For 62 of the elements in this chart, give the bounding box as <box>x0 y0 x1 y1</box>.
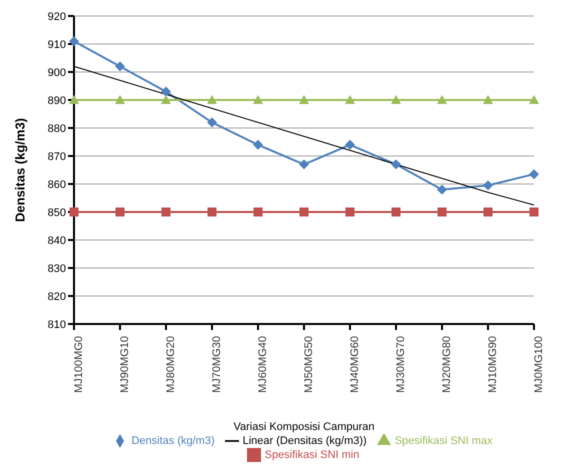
x-tick-label: MJ90MG10 <box>118 336 131 393</box>
x-tick-label: MJ20MG80 <box>440 336 453 393</box>
y-tick-label: 830 <box>48 262 66 275</box>
point <box>529 169 539 180</box>
point <box>299 95 309 104</box>
point <box>437 184 447 195</box>
point <box>116 208 124 216</box>
y-tick-label: 900 <box>48 66 66 79</box>
point <box>69 36 79 46</box>
legend-label: Densitas (kg/m3) <box>131 434 215 447</box>
point <box>115 61 125 72</box>
y-tick-label: 840 <box>48 234 66 247</box>
y-tick-label: 860 <box>48 178 66 191</box>
x-tick-label: MJ80MG20 <box>164 336 177 393</box>
point <box>391 95 401 104</box>
x-tick-label: MJ0MG100 <box>532 336 545 393</box>
x-tick-label: MJ30MG70 <box>394 336 407 393</box>
y-tick-label: 870 <box>48 150 66 163</box>
point <box>299 159 309 170</box>
point <box>161 86 171 97</box>
y-tick-label: 880 <box>48 122 66 135</box>
x-tick-label: MJ100MG0 <box>72 336 85 393</box>
x-tick-label: MJ40MG60 <box>348 336 361 393</box>
legend-label: Spesifikasi SNI min <box>264 448 360 461</box>
point <box>253 140 263 150</box>
point <box>530 208 538 216</box>
x-tick-label: MJ70MG30 <box>210 336 223 393</box>
point <box>438 208 446 216</box>
point <box>115 95 125 104</box>
point <box>162 208 170 216</box>
point <box>208 208 216 216</box>
x-tick-label: MJ10MG90 <box>486 336 499 393</box>
x-axis-title: Variasi Komposisi Campuran <box>233 421 375 433</box>
y-tick-label: 910 <box>48 38 66 51</box>
y-tick-label: 920 <box>48 10 66 23</box>
y-tick-label: 810 <box>48 318 66 331</box>
legend-label: Linear (Densitas (kg/m3)) <box>242 434 367 447</box>
y-tick-label: 820 <box>48 290 66 303</box>
point <box>529 95 539 104</box>
x-tick-label: MJ60MG40 <box>256 336 269 393</box>
point <box>483 95 493 104</box>
point <box>300 208 308 216</box>
point <box>391 159 401 170</box>
legend-label: Spesifikasi SNI max <box>394 434 493 447</box>
point <box>254 208 262 216</box>
point <box>345 95 355 104</box>
point <box>484 208 492 216</box>
point <box>70 208 78 216</box>
point <box>392 208 400 216</box>
y-tick-label: 890 <box>48 94 66 107</box>
y-tick-label: 850 <box>48 206 66 219</box>
point <box>346 208 354 216</box>
y-axis-title: Densitas (kg/m3) <box>12 118 28 222</box>
point <box>253 95 263 104</box>
point <box>437 95 447 104</box>
point <box>207 117 217 128</box>
x-tick-label: MJ50MG50 <box>302 336 315 393</box>
point <box>161 95 171 104</box>
point <box>207 95 217 104</box>
point <box>69 95 79 104</box>
point <box>483 180 493 190</box>
point <box>345 140 355 150</box>
